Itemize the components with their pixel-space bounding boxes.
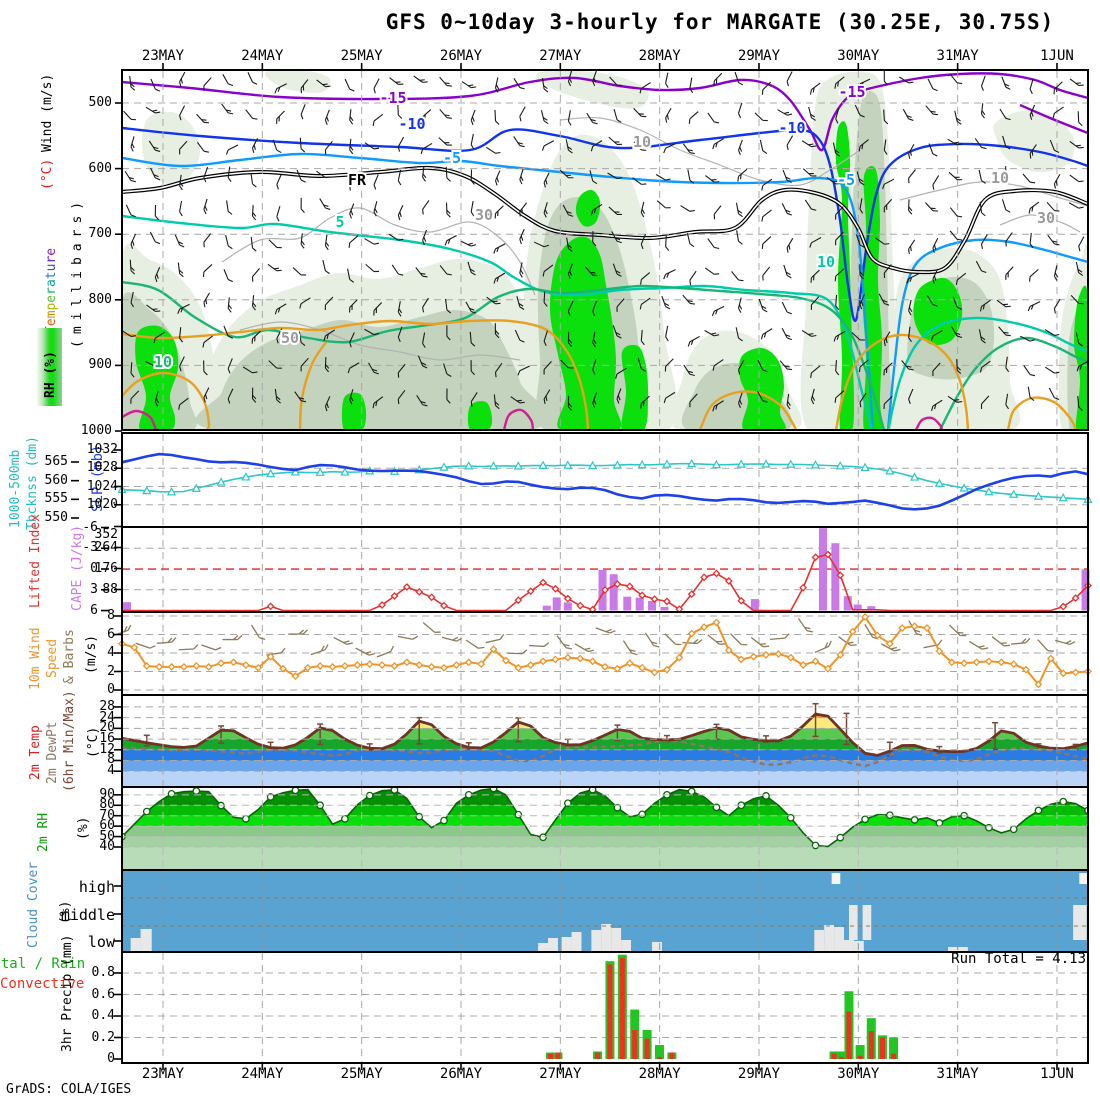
- day-label: 28MAY: [638, 48, 681, 64]
- temp2m-axis-label-1: 2m Temp: [28, 725, 43, 780]
- svg-text:-15: -15: [838, 83, 865, 101]
- svg-text:5: 5: [335, 213, 344, 231]
- tick-label: 264: [94, 539, 118, 555]
- millibars-axis-label: (millibars): [70, 195, 85, 348]
- tick-label: 12: [99, 741, 115, 757]
- day-label: 31MAY: [936, 48, 979, 64]
- day-label: 23MAY: [141, 1066, 185, 1082]
- rh-legend-gradient: [36, 328, 62, 406]
- tick-label: 0: [90, 561, 98, 577]
- page-title: GFS 0~10day 3-hourly for MARGATE (30.25E…: [385, 10, 1055, 34]
- tick-label: 0.6: [91, 986, 115, 1002]
- tick-label: 28: [99, 698, 115, 714]
- tick-label: 24: [99, 709, 115, 725]
- day-label: 26MAY: [439, 48, 483, 64]
- tick-label: 600: [88, 160, 112, 176]
- tick-label: 0: [107, 682, 115, 697]
- svg-text:10: 10: [991, 169, 1009, 187]
- tick-label: 0.8: [91, 965, 115, 980]
- svg-text:10: 10: [633, 133, 651, 151]
- rh2m-axis-label-1: 2m RH: [36, 812, 51, 852]
- day-label: 25MAY: [340, 1066, 383, 1082]
- svg-text:50: 50: [281, 329, 299, 347]
- svg-text:-5: -5: [837, 171, 855, 189]
- tick-label: -6: [82, 519, 98, 535]
- tick-label: 3: [90, 581, 98, 597]
- tick-label: 0.2: [91, 1029, 115, 1045]
- tick-label: 500: [88, 95, 112, 110]
- svg-text:-15: -15: [379, 89, 406, 107]
- day-label: 27MAY: [539, 1066, 582, 1082]
- tick-label: 8: [107, 608, 115, 623]
- tick-label: 1020: [86, 496, 118, 512]
- tick-label: 700: [88, 226, 112, 242]
- tick-label: 1028: [86, 460, 118, 476]
- precip-total-label: Total / Rain: [0, 956, 86, 972]
- day-label: 25MAY: [340, 48, 383, 64]
- day-label: 23MAY: [141, 48, 185, 64]
- tick-label: low: [87, 933, 115, 951]
- svg-text:-10: -10: [778, 119, 805, 137]
- tick-label: 4: [107, 763, 115, 779]
- tick-label: 550: [44, 509, 68, 525]
- tick-label: 80: [99, 797, 115, 813]
- tick-label: 6: [90, 602, 98, 618]
- svg-text:10: 10: [817, 253, 835, 271]
- tick-label: 16: [99, 731, 115, 747]
- tick-label: 90: [99, 786, 115, 802]
- grads-credit: GrADS: COLA/IGES: [6, 1082, 132, 1097]
- tick-label: 20: [99, 720, 115, 736]
- tick-label: middle: [60, 906, 115, 924]
- tick-label: -3: [82, 540, 98, 556]
- tick-label: 900: [88, 357, 112, 373]
- run-total: Run Total = 4.13: [951, 951, 1086, 967]
- tick-label: 1000: [80, 423, 112, 438]
- tick-label: high: [78, 878, 115, 896]
- day-label: 1JUN: [1040, 48, 1074, 64]
- tick-label: 352: [94, 527, 118, 542]
- day-label: 29MAY: [737, 48, 781, 64]
- svg-text:-10: -10: [398, 115, 425, 133]
- precip-convective-label: Convective: [0, 976, 85, 992]
- svg-text:10: 10: [154, 353, 172, 371]
- svg-text:30: 30: [475, 206, 493, 224]
- tick-label: 2: [107, 663, 115, 679]
- svg-text:FR: FR: [348, 171, 367, 189]
- day-label: 24MAY: [241, 48, 284, 64]
- cloud-axis-label-1: Cloud Cover: [26, 861, 41, 948]
- tick-label: 6: [107, 626, 115, 642]
- wind-axis-label: Wind (m/s): [40, 73, 55, 152]
- svg-text:30: 30: [1037, 209, 1055, 227]
- tick-label: 1032: [86, 442, 118, 457]
- tick-label: 4: [107, 645, 115, 660]
- tick-label: 88: [102, 581, 118, 597]
- tick-label: 8: [107, 752, 115, 768]
- day-label: 28MAY: [638, 1066, 681, 1082]
- wind10m-axis-label-1: 10m Wind: [28, 627, 43, 690]
- day-label: 24MAY: [241, 1066, 284, 1082]
- tick-label: 1024: [86, 478, 118, 494]
- day-label: 30MAY: [837, 1066, 880, 1082]
- tick-label: 800: [88, 291, 112, 307]
- tick-label: 0.4: [91, 1008, 115, 1023]
- day-label: 29MAY: [737, 1066, 781, 1082]
- day-label: 31MAY: [936, 1066, 979, 1082]
- tick-label: 70: [99, 807, 115, 823]
- tick-label: 0: [107, 1051, 115, 1066]
- day-label: 26MAY: [439, 1066, 483, 1082]
- day-label: 30MAY: [837, 48, 880, 64]
- tick-label: 555: [44, 491, 68, 507]
- tick-label: 560: [44, 472, 68, 488]
- tick-label: 50: [99, 828, 115, 844]
- tick-label: 176: [94, 560, 118, 576]
- tick-label: 40: [99, 839, 115, 854]
- tick-label: 565: [44, 454, 68, 469]
- tick-label: 60: [99, 818, 115, 834]
- day-label: 1JUN: [1040, 1066, 1074, 1082]
- svg-text:-5: -5: [443, 149, 461, 167]
- day-label: 27MAY: [539, 48, 582, 64]
